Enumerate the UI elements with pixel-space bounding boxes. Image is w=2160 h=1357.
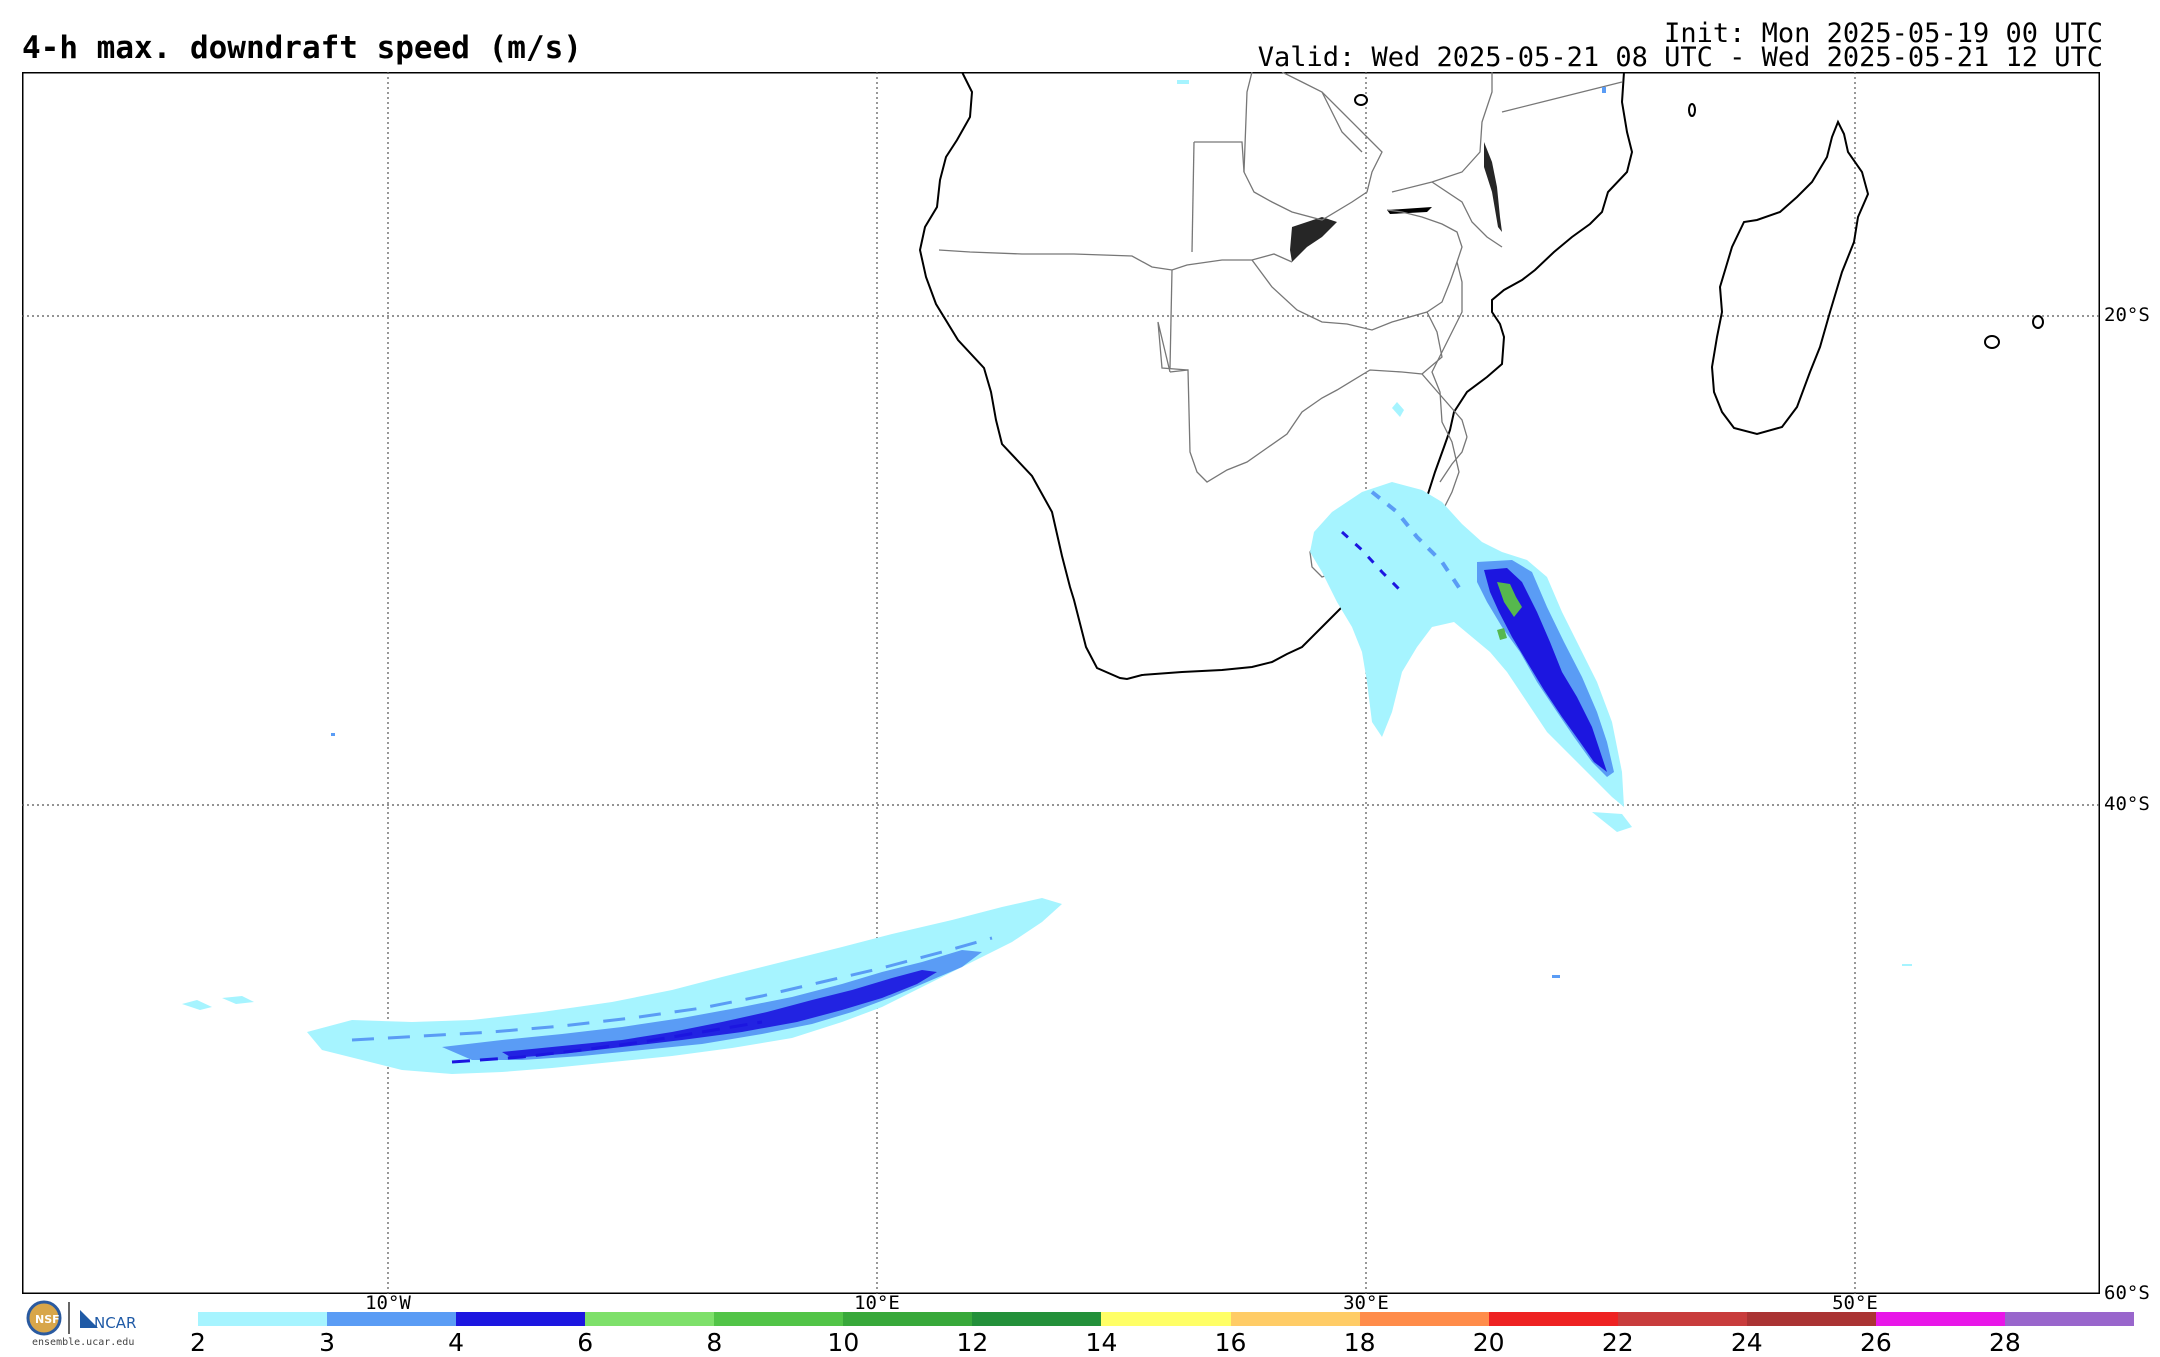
colorbar-segment	[2004, 1312, 2134, 1326]
credit-url: ensemble.ucar.edu	[32, 1337, 135, 1348]
lat-label-20s: 20°S	[2104, 304, 2150, 326]
colorbar-segment	[714, 1312, 844, 1326]
cell-light-cyan	[1310, 482, 1624, 807]
colorbar-tick-label: 14	[1085, 1328, 1118, 1357]
colorbar-segment	[1488, 1312, 1618, 1326]
colorbar-tick-label: 8	[706, 1328, 723, 1357]
colorbar-segment	[456, 1312, 586, 1326]
colorbar-tick-label: 16	[1214, 1328, 1247, 1357]
map-title: 4-h max. downdraft speed (m/s)	[22, 30, 582, 66]
atlantic-downdraft-band	[182, 898, 1062, 1074]
band-tail	[182, 1000, 212, 1010]
cell-green-2	[1497, 628, 1507, 640]
madagascar-coastline	[1710, 119, 1870, 436]
indian-ocean-downdraft-cell	[1310, 402, 1632, 832]
cell-dark-blue	[1484, 568, 1607, 772]
colorbar-tick-label: 10	[827, 1328, 860, 1357]
colorbar-tick-label: 18	[1343, 1328, 1376, 1357]
colorbar-tick-label: 4	[448, 1328, 465, 1357]
colorbar-tick-label: 6	[577, 1328, 594, 1357]
cell-green	[1497, 582, 1522, 617]
nsf-logo-text: NSF	[35, 1313, 60, 1326]
band-light-cyan	[307, 898, 1062, 1074]
colorbar-tick-label: 28	[1989, 1328, 2021, 1357]
ncar-logo-text: NCAR	[94, 1314, 136, 1332]
colorbar-segment	[1101, 1312, 1231, 1326]
lon-label-50e: 50°E	[1832, 1292, 1878, 1314]
ncar-mark	[80, 1310, 98, 1328]
init-time: Init: Mon 2025-05-19 00 UTC	[1664, 18, 2103, 49]
speck	[1177, 80, 1189, 84]
coastal-streaks-2	[1370, 490, 1464, 594]
lon-label-30e: 30°E	[1343, 1292, 1389, 1314]
lat-label-60s: 60°S	[2104, 1282, 2150, 1304]
speck	[1902, 964, 1912, 966]
lake-malawi	[1484, 142, 1502, 232]
africa-coastline	[918, 72, 1634, 681]
map-border	[22, 72, 2100, 1294]
speck	[1602, 87, 1606, 93]
speck	[331, 733, 335, 736]
colorbar-segment	[1617, 1312, 1747, 1326]
lake-kariba	[1290, 217, 1337, 262]
colorbar	[198, 1312, 2134, 1326]
colorbar-segment	[327, 1312, 457, 1326]
scattered-echoes	[331, 80, 1912, 978]
lon-label-10e: 10°E	[854, 1292, 900, 1314]
mauritius-island	[2032, 315, 2044, 329]
colorbar-tick-label: 12	[956, 1328, 989, 1357]
colorbar-tick-label: 20	[1472, 1328, 1505, 1357]
lake-cahora-bassa	[1387, 207, 1432, 214]
speck	[1552, 975, 1560, 978]
south-tail	[1592, 812, 1632, 832]
colorbar-tick-label: 22	[1601, 1328, 1634, 1357]
colorbar-segment	[843, 1312, 973, 1326]
nsf-logo	[26, 1300, 62, 1336]
colorbar-tick-label: 2	[190, 1328, 206, 1357]
colorbar-segment	[1875, 1312, 2005, 1326]
band-streaks	[451, 1020, 763, 1064]
colorbar-tick-label: 24	[1730, 1328, 1763, 1357]
band-dashes-light	[351, 936, 993, 1042]
map-canvas	[22, 72, 2100, 1294]
band-dark-blue	[502, 970, 937, 1058]
colorbar-segment	[198, 1312, 328, 1326]
colorbar-segment	[1230, 1312, 1360, 1326]
lat-label-40s: 40°S	[2104, 793, 2150, 815]
colorbar-segment	[1746, 1312, 1876, 1326]
lake-island	[1354, 94, 1368, 106]
colorbar-segment	[585, 1312, 715, 1326]
logo-group: NSF NCAR	[26, 1300, 136, 1336]
colorbar-segment	[1359, 1312, 1489, 1326]
band-tail-2	[222, 996, 254, 1004]
colorbar-tick-label: 26	[1859, 1328, 1892, 1357]
valid-time: Valid: Wed 2025-05-21 08 UTC - Wed 2025-…	[1257, 42, 2103, 73]
coastal-streaks	[1340, 530, 1404, 594]
reunion-island	[1984, 335, 2000, 349]
colorbar-segment	[972, 1312, 1102, 1326]
inland-speckle	[1392, 402, 1404, 417]
graticule	[22, 72, 2100, 1294]
band-mid-blue	[442, 950, 982, 1060]
lon-label-10w: 10°W	[365, 1292, 411, 1314]
colorbar-tick-label: 3	[319, 1328, 336, 1357]
comoros-island	[1688, 103, 1696, 117]
